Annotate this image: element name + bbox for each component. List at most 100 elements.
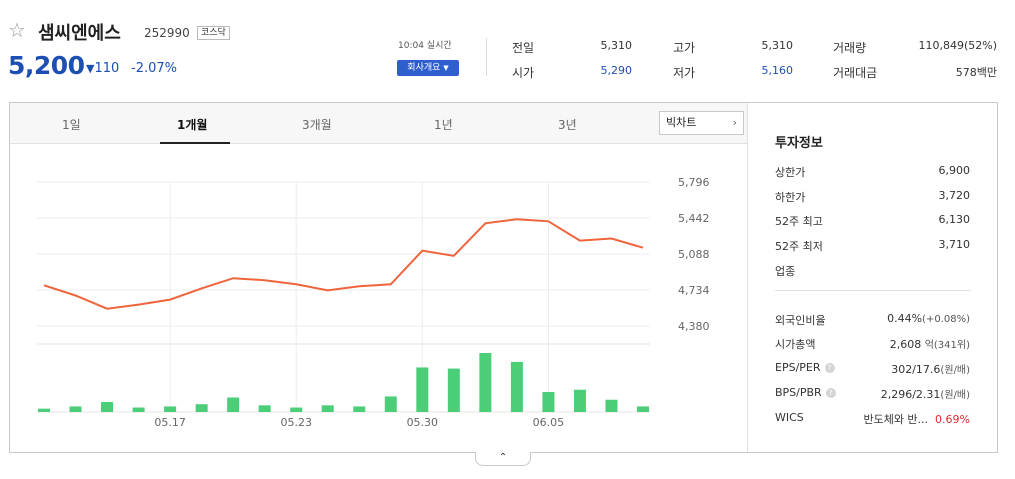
volume-bar — [637, 406, 649, 412]
realtime-label: 10:04 실시간 — [398, 41, 452, 51]
y-tick-label: 5,442 — [678, 212, 710, 225]
high-value: 5,310 — [761, 39, 794, 52]
volume-bar — [479, 353, 492, 412]
high-label: 고가 — [673, 41, 696, 55]
low-label: 저가 — [673, 66, 696, 80]
tab-1m[interactable]: 1개월 — [177, 118, 208, 132]
wics-value[interactable]: 반도체와 반... 0.69% — [863, 411, 970, 427]
week52-high-value: 6,130 — [938, 213, 971, 226]
week52-low-label: 52주 최저 — [775, 240, 823, 253]
volume-label: 거래량 — [833, 41, 867, 55]
chart-panel: 1일 1개월 3개월 1년 3년 빅차트 › 5,796 5,442 5,088 4,7… — [9, 102, 998, 453]
volume-bar — [132, 407, 145, 412]
lower-limit-label: 하한가 — [775, 191, 806, 204]
volume-value: 110,849(52%) — [918, 39, 997, 52]
company-overview-label: 회사개요 — [407, 63, 441, 73]
y-tick-label: 4,734 — [678, 284, 710, 297]
tab-1d[interactable]: 1일 — [62, 118, 81, 132]
volume-bar — [321, 405, 334, 412]
help-icon[interactable]: ? — [824, 363, 835, 373]
sector-label: 업종 — [775, 265, 796, 278]
lower-limit-value: 3,720 — [938, 189, 971, 202]
wics-rate: 0.69% — [935, 413, 970, 426]
prev-close-label: 전일 — [512, 41, 535, 55]
eps-per-text: EPS/PER — [775, 361, 821, 374]
bps-pbr-label: BPS/PBR? — [775, 386, 836, 399]
bps-pbr-value: 2,296/2.31(원/배) — [881, 386, 970, 401]
foreign-ratio-number: 0.44% — [887, 312, 923, 325]
collapse-button[interactable]: ⌃ — [475, 452, 531, 466]
bps-pbr-number: 2,296/2.31 — [880, 388, 941, 401]
foreign-ratio-label: 외국인비율 — [775, 314, 826, 327]
star-outline-icon[interactable]: ☆ — [8, 18, 26, 42]
volume-bar — [258, 405, 271, 412]
eps-per-number: 302/17.6 — [891, 363, 941, 376]
market-cap-value: 2,608 억(341위) — [890, 336, 970, 351]
price-line — [43, 218, 644, 310]
company-overview-button[interactable]: 회사개요 ▼ — [397, 60, 459, 76]
low-value: 5,160 — [761, 64, 794, 77]
volume-bar — [227, 397, 240, 412]
help-icon[interactable]: ? — [825, 388, 836, 398]
volume-bar — [38, 408, 50, 412]
volume-bar — [447, 368, 460, 412]
volume-bar — [605, 399, 618, 412]
price-chart: 5,796 5,442 5,088 4,734 4,380 05.17 05.23 05.30… — [37, 176, 710, 429]
volume-bar — [510, 361, 523, 412]
bigchart-label: 빅차트 — [666, 116, 697, 129]
eps-per-label: EPS/PER? — [775, 361, 835, 374]
stock-code: 252990 — [144, 26, 190, 40]
eps-per-value: 302/17.6(원/배) — [891, 361, 970, 376]
volume-bar — [195, 404, 208, 412]
tab-3m[interactable]: 3개월 — [302, 118, 332, 132]
volume-bar — [101, 401, 114, 412]
market-badge: 코스닥 — [197, 26, 230, 40]
triangle-down-icon: ▼ — [86, 62, 95, 75]
price-change: ▼110 — [86, 61, 119, 76]
period-tabs: 1일 1개월 3개월 1년 3년 빅차트 › — [10, 103, 747, 144]
bps-pbr-unit: (원/배) — [940, 390, 970, 401]
y-tick-label: 5,088 — [678, 248, 710, 261]
stock-name: 샘씨엔에스 — [38, 23, 121, 44]
y-tick-label: 4,380 — [678, 320, 710, 333]
x-tick-label: 06.05 — [533, 416, 565, 429]
invest-info-title: 투자정보 — [775, 136, 823, 151]
caret-down-icon: ▼ — [443, 64, 449, 72]
price-change-rate: -2.07% — [131, 61, 177, 76]
invest-divider — [775, 290, 971, 291]
wics-label: WICS — [775, 411, 804, 424]
chevron-right-icon: › — [732, 116, 737, 129]
volume-bar — [164, 406, 177, 412]
volume-bar — [290, 407, 303, 412]
market-cap-number: 2,608 — [889, 338, 922, 351]
active-tab-indicator — [160, 142, 230, 144]
open-label: 시가 — [512, 66, 535, 80]
volume-bar — [69, 406, 82, 412]
volume-bar — [416, 367, 429, 412]
upper-limit-value: 6,900 — [938, 164, 971, 177]
amount-value: 578백만 — [955, 66, 997, 79]
chevron-up-icon: ⌃ — [498, 452, 508, 463]
volume-bar — [573, 389, 586, 412]
open-value: 5,290 — [600, 64, 633, 77]
market-cap-label: 시가총액 — [775, 338, 816, 351]
y-tick-label: 5,796 — [678, 176, 710, 189]
x-tick-label: 05.23 — [280, 416, 312, 429]
volume-bar — [542, 391, 555, 412]
volume-bar — [353, 406, 366, 412]
foreign-ratio-value: 0.44%(+0.08%) — [887, 312, 970, 325]
header-divider — [486, 38, 487, 76]
prev-close-value: 5,310 — [600, 39, 633, 52]
eps-per-unit: (원/배) — [940, 365, 970, 376]
tab-1y[interactable]: 1년 — [434, 118, 453, 132]
upper-limit-label: 상한가 — [775, 166, 806, 179]
tab-3y[interactable]: 3년 — [558, 118, 577, 132]
week52-high-label: 52주 최고 — [775, 215, 823, 228]
volume-bar — [384, 396, 397, 412]
invest-info-panel: 투자정보 상한가 6,900 하한가 3,720 52주 최고 6,130 52… — [747, 103, 997, 452]
amount-label: 거래대금 — [833, 66, 878, 80]
bps-pbr-text: BPS/PBR — [775, 386, 822, 399]
foreign-ratio-change: (+0.08%) — [922, 314, 970, 325]
market-cap-unit: 억(341위) — [924, 340, 970, 351]
bigchart-button[interactable]: 빅차트 › — [659, 111, 744, 135]
